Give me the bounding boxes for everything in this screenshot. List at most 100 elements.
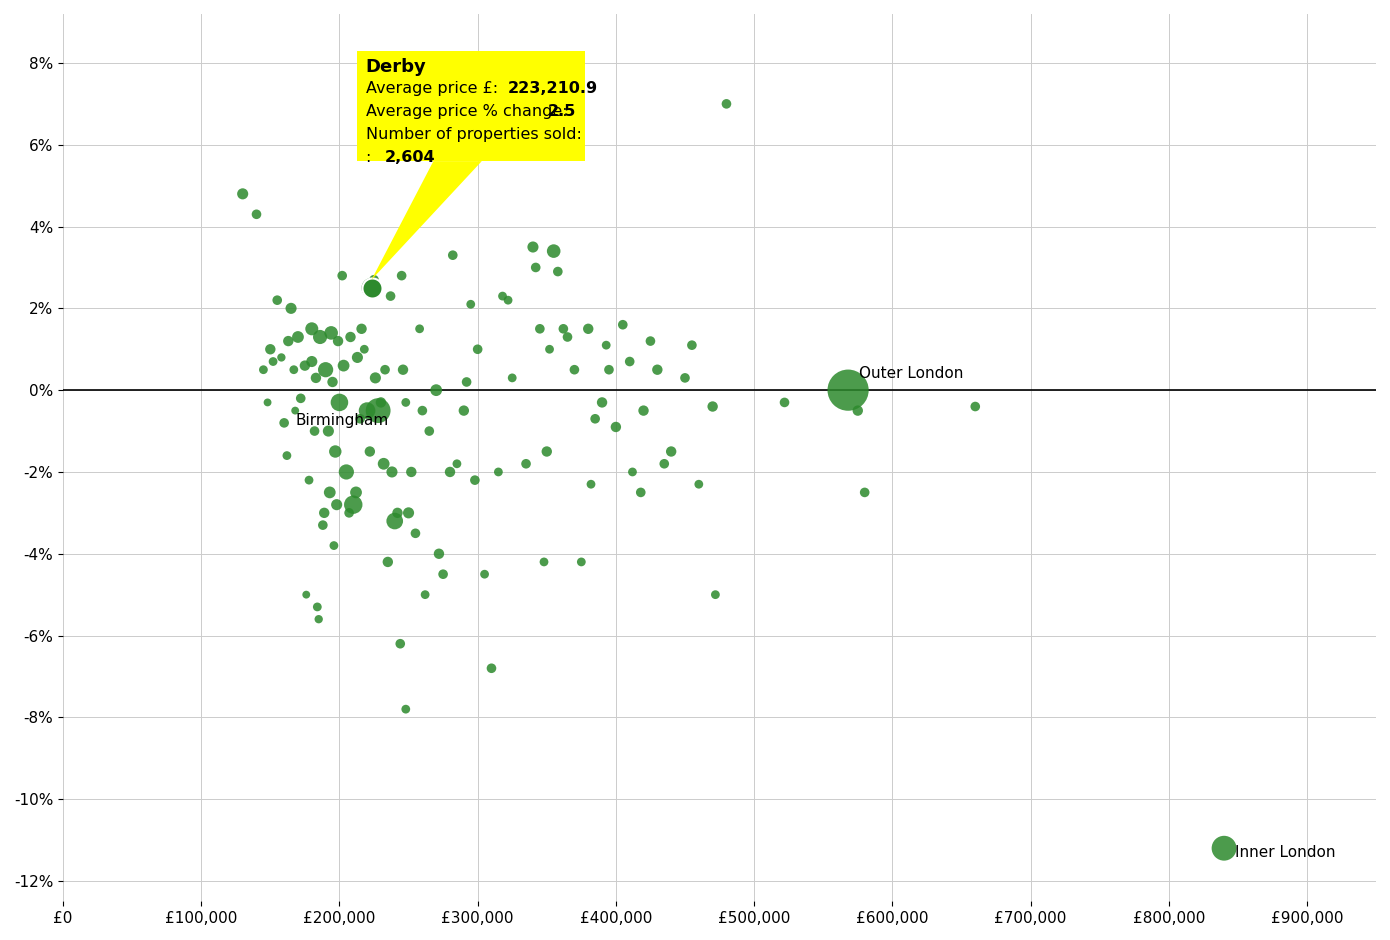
Point bbox=[456, 374, 478, 389]
Point bbox=[339, 329, 361, 344]
Point bbox=[386, 506, 409, 521]
Point bbox=[400, 464, 423, 479]
Point bbox=[275, 448, 297, 463]
Text: Inner London: Inner London bbox=[1236, 845, 1336, 860]
Point bbox=[389, 636, 411, 651]
Point bbox=[481, 661, 503, 676]
Text: Derby: Derby bbox=[366, 58, 427, 76]
Point bbox=[270, 350, 292, 365]
Point bbox=[364, 370, 386, 385]
Point bbox=[377, 555, 399, 570]
Point bbox=[356, 403, 378, 418]
Point bbox=[584, 412, 606, 427]
Point bbox=[306, 600, 328, 615]
Point bbox=[349, 412, 371, 427]
Point bbox=[570, 555, 592, 570]
Point bbox=[321, 374, 343, 389]
Text: Birmingham: Birmingham bbox=[295, 413, 388, 428]
Point bbox=[373, 456, 395, 471]
Text: 2.5: 2.5 bbox=[548, 103, 577, 118]
Point bbox=[492, 289, 514, 304]
Point bbox=[439, 464, 461, 479]
Point bbox=[295, 588, 317, 603]
Point bbox=[320, 325, 342, 340]
Point bbox=[309, 329, 331, 344]
Point bbox=[612, 317, 634, 332]
Point bbox=[279, 301, 302, 316]
Point bbox=[272, 415, 295, 431]
Point bbox=[546, 264, 569, 279]
Point bbox=[317, 424, 339, 439]
Point bbox=[681, 337, 703, 352]
Point bbox=[360, 280, 382, 295]
Point bbox=[605, 419, 627, 434]
Point bbox=[363, 273, 385, 288]
Point bbox=[577, 321, 599, 337]
Point bbox=[580, 477, 602, 492]
Point bbox=[286, 329, 309, 344]
FancyBboxPatch shape bbox=[357, 51, 585, 161]
Point bbox=[261, 354, 284, 369]
Point bbox=[965, 399, 987, 414]
Point bbox=[359, 444, 381, 459]
Point bbox=[453, 403, 475, 418]
Point bbox=[621, 464, 644, 479]
Point bbox=[528, 321, 550, 337]
Point bbox=[498, 292, 520, 307]
Point bbox=[853, 485, 876, 500]
Point bbox=[256, 395, 278, 410]
Point bbox=[265, 292, 288, 307]
Point bbox=[392, 362, 414, 377]
Point bbox=[300, 321, 322, 337]
Point bbox=[630, 485, 652, 500]
Point bbox=[391, 268, 413, 283]
Point bbox=[314, 362, 336, 377]
Point bbox=[460, 297, 482, 312]
Point bbox=[1213, 840, 1236, 855]
Point bbox=[282, 362, 304, 377]
Point bbox=[284, 403, 306, 418]
Point bbox=[595, 337, 617, 352]
Text: Average price £:: Average price £: bbox=[366, 81, 503, 96]
Point bbox=[556, 329, 578, 344]
Point bbox=[488, 464, 510, 479]
Polygon shape bbox=[371, 161, 482, 280]
Point bbox=[705, 588, 727, 603]
Point bbox=[467, 342, 489, 357]
Point bbox=[521, 240, 543, 255]
Point bbox=[360, 280, 382, 295]
Point bbox=[639, 334, 662, 349]
Point bbox=[418, 424, 441, 439]
Point bbox=[338, 506, 360, 521]
Point bbox=[464, 473, 486, 488]
Point bbox=[370, 395, 392, 410]
Point bbox=[619, 354, 641, 369]
Point bbox=[246, 207, 268, 222]
Point bbox=[404, 525, 427, 540]
Text: Number of properties sold:: Number of properties sold: bbox=[366, 127, 581, 142]
Text: Outer London: Outer London bbox=[859, 366, 963, 381]
Point bbox=[532, 555, 555, 570]
Point bbox=[428, 546, 450, 561]
Text: 2,604: 2,604 bbox=[385, 149, 435, 164]
Point bbox=[367, 403, 389, 418]
Point bbox=[702, 399, 724, 414]
Point bbox=[414, 588, 436, 603]
Point bbox=[542, 243, 564, 258]
Point bbox=[379, 289, 402, 304]
Point bbox=[409, 321, 431, 337]
Point bbox=[345, 485, 367, 500]
Point bbox=[381, 464, 403, 479]
Point bbox=[847, 403, 869, 418]
Point bbox=[304, 370, 327, 385]
Point bbox=[395, 395, 417, 410]
Point bbox=[289, 391, 311, 406]
Point bbox=[395, 701, 417, 716]
Point bbox=[688, 477, 710, 492]
Point bbox=[277, 334, 299, 349]
Point bbox=[300, 354, 322, 369]
Point bbox=[253, 362, 275, 377]
Point bbox=[524, 260, 546, 275]
Point bbox=[293, 358, 316, 373]
Point bbox=[773, 395, 795, 410]
